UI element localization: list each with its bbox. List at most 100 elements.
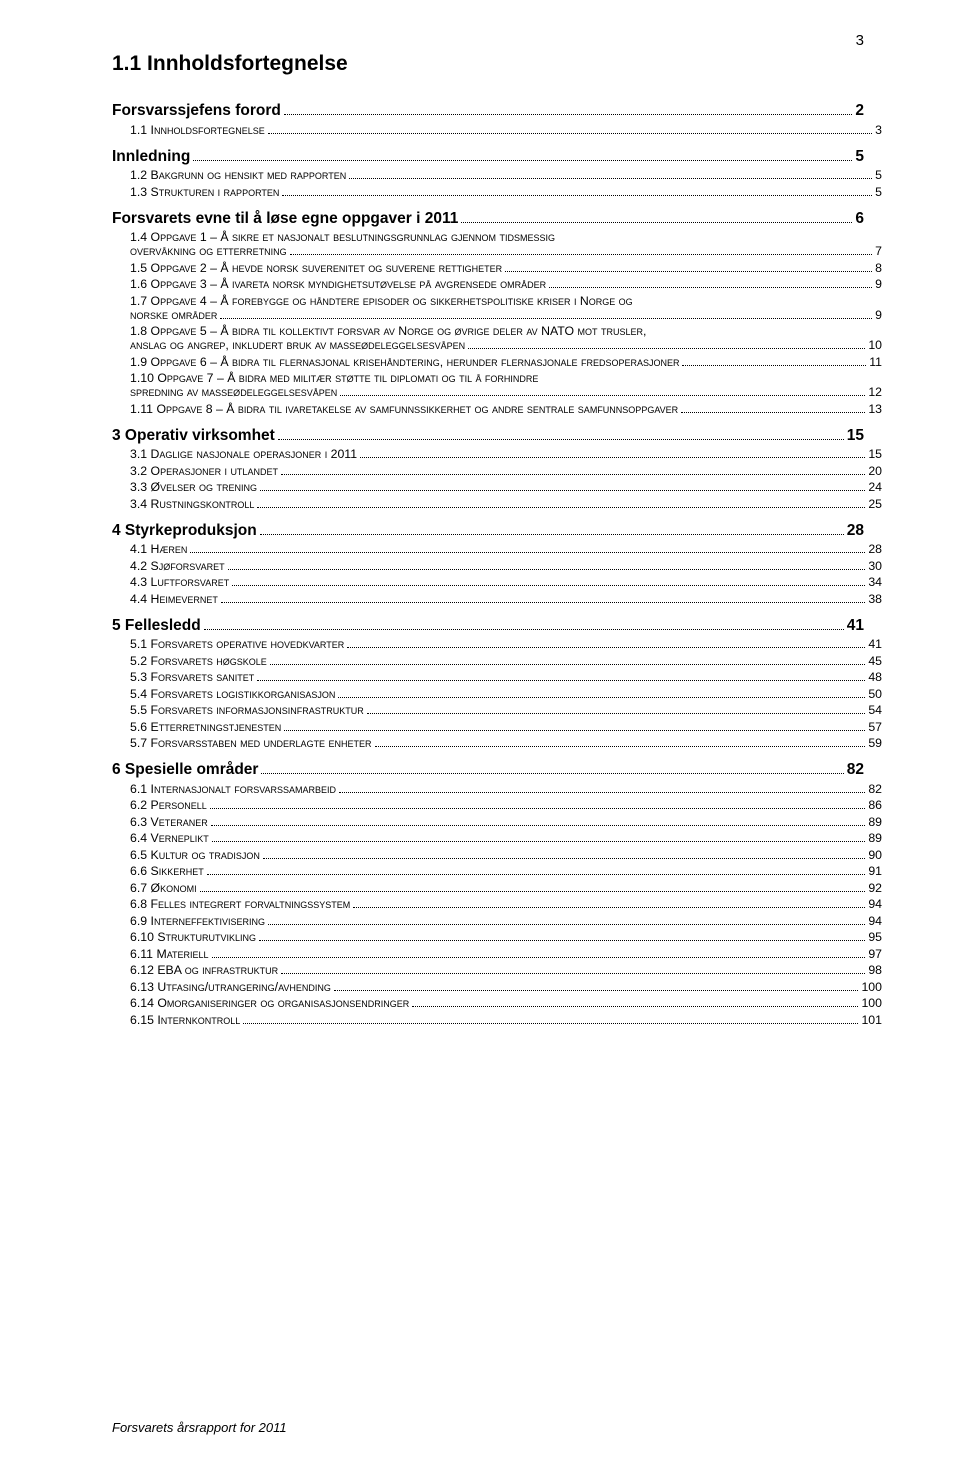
toc-page: 57 — [868, 720, 882, 734]
toc-label: 1.11 Oppgave 8 – Å bidra til ivaretakels… — [130, 402, 678, 416]
toc-page: 24 — [868, 480, 882, 494]
toc-page: 5 — [855, 148, 864, 166]
toc-leader — [257, 673, 865, 681]
toc-entry: 6.6 Sikkerhet91 — [112, 864, 882, 878]
toc-page: 2 — [855, 102, 864, 120]
toc-entry: 6.13 Utfasing/utrangering/avhending100 — [112, 980, 882, 994]
toc-label: 1.6 Oppgave 3 – Å ivareta norsk myndighe… — [130, 277, 546, 291]
toc-entry: 3.4 Rustningskontroll25 — [112, 497, 882, 511]
page-number: 3 — [856, 32, 864, 49]
toc-entry: 4.1 Hæren28 — [112, 542, 882, 556]
toc-page: 10 — [868, 338, 882, 352]
toc-page: 92 — [868, 881, 882, 895]
toc-page: 34 — [868, 575, 882, 589]
toc-entry: 5.3 Forsvarets sanitet48 — [112, 670, 882, 684]
toc-label: 6.15 Internkontroll — [130, 1013, 240, 1027]
toc-leader — [340, 388, 865, 396]
toc-label: 5.6 Etterretningstjenesten — [130, 720, 281, 734]
toc-section: Forsvarets evne til å løse egne oppgaver… — [112, 210, 864, 228]
toc-leader — [212, 949, 866, 957]
toc-page: 38 — [868, 592, 882, 606]
toc-leader — [232, 578, 865, 586]
toc-page: 101 — [861, 1013, 882, 1027]
toc-label: 3.3 Øvelser og trening — [130, 480, 257, 494]
toc-label-cont: spredning av masseødeleggelsesvåpen — [130, 385, 337, 399]
toc-section: 6 Spesielle områder82 — [112, 761, 864, 779]
toc-entry: 1.7 Oppgave 4 – Å forebygge og håndtere … — [112, 294, 882, 322]
toc-leader — [243, 1015, 858, 1023]
toc-label: Innledning — [112, 148, 190, 166]
toc-entry: 6.12 EBA og infrastruktur98 — [112, 963, 882, 977]
toc-leader — [353, 900, 865, 908]
toc-page: 41 — [847, 617, 864, 635]
toc-page: 50 — [868, 687, 882, 701]
toc-label: 4.2 Sjøforsvaret — [130, 559, 225, 573]
toc-page: 100 — [861, 980, 882, 994]
toc-leader — [278, 429, 844, 439]
toc-page: 6 — [855, 210, 864, 228]
toc-leader — [193, 150, 852, 160]
toc-leader — [281, 966, 865, 974]
toc-label: 6.9 Interneffektivisering — [130, 914, 265, 928]
toc-label: 6.14 Omorganiseringer og organisasjonsen… — [130, 996, 409, 1010]
toc-label: 5.2 Forsvarets høgskole — [130, 654, 267, 668]
toc-entry: 6.7 Økonomi92 — [112, 881, 882, 895]
toc-leader — [190, 545, 865, 553]
toc-leader — [260, 483, 865, 491]
toc-entry: 5.6 Etterretningstjenesten 57 — [112, 720, 882, 734]
toc-label: 3.1 Daglige nasjonale operasjoner i 2011 — [130, 447, 357, 461]
toc-leader — [228, 561, 866, 569]
toc-label: 6.11 Materiell — [130, 947, 209, 961]
toc-page: 86 — [868, 798, 882, 812]
toc-entry: 5.5 Forsvarets informasjonsinfrastruktur… — [112, 703, 882, 717]
toc-entry: 6.4 Verneplikt89 — [112, 831, 882, 845]
toc-entry: 1.3 Strukturen i rapporten5 — [112, 185, 882, 199]
toc-leader — [259, 933, 865, 941]
toc-label: 1.3 Strukturen i rapporten — [130, 185, 279, 199]
toc-entry: 1.4 Oppgave 1 – Å sikre et nasjonalt bes… — [112, 230, 882, 258]
toc-page: 3 — [875, 123, 882, 137]
toc-page: 94 — [868, 897, 882, 911]
toc-leader — [270, 656, 865, 664]
toc-label: 1.8 Oppgave 5 – Å bidra til kollektivt f… — [130, 324, 646, 338]
toc-page: 20 — [868, 464, 882, 478]
toc-label: 6 Spesielle områder — [112, 761, 258, 779]
toc-label: 3.2 Operasjoner i utlandet — [130, 464, 278, 478]
toc-label: Forsvarets evne til å løse egne oppgaver… — [112, 210, 458, 228]
toc-label: 6.2 Personell — [130, 798, 207, 812]
toc-entry: 5.2 Forsvarets høgskole45 — [112, 654, 882, 668]
toc-page: 94 — [868, 914, 882, 928]
toc-entry: 1.2 Bakgrunn og hensikt med rapporten5 — [112, 168, 882, 182]
toc-entry: 6.14 Omorganiseringer og organisasjonsen… — [112, 996, 882, 1010]
toc-section: Forsvarssjefens forord2 — [112, 102, 864, 120]
toc-page: 59 — [868, 736, 882, 750]
toc-leader — [360, 450, 865, 458]
toc-leader — [281, 466, 865, 474]
toc-leader — [211, 817, 866, 825]
toc-label: 4.1 Hæren — [130, 542, 187, 556]
toc-label: 4 Styrkeproduksjon — [112, 522, 257, 540]
toc-page: 12 — [868, 385, 882, 399]
toc-page: 100 — [861, 996, 882, 1010]
toc-leader — [412, 999, 858, 1007]
toc-page: 30 — [868, 559, 882, 573]
toc-entry: 3.2 Operasjoner i utlandet 20 — [112, 464, 882, 478]
toc-label: 5 Fellesledd — [112, 617, 201, 635]
toc-page: 15 — [847, 427, 864, 445]
toc-label: 5.1 Forsvarets operative hovedkvarter — [130, 637, 344, 651]
toc-page: 89 — [868, 815, 882, 829]
toc-page: 95 — [868, 930, 882, 944]
toc-leader — [682, 357, 866, 365]
toc-leader — [549, 280, 872, 288]
toc-label: 1.7 Oppgave 4 – Å forebygge og håndtere … — [130, 294, 633, 308]
toc-label: 6.5 Kultur og tradisjon — [130, 848, 260, 862]
toc-entry: 5.1 Forsvarets operative hovedkvarter41 — [112, 637, 882, 651]
toc-label: 6.8 Felles integrert forvaltningssystem — [130, 897, 350, 911]
toc-page: 13 — [868, 402, 882, 416]
toc-page: 98 — [868, 963, 882, 977]
toc-label: 6.10 Strukturutvikling — [130, 930, 256, 944]
toc-leader — [347, 640, 865, 648]
toc-entry: 1.9 Oppgave 6 – Å bidra til flernasjonal… — [112, 355, 882, 369]
toc-leader — [290, 247, 872, 255]
toc-leader — [212, 834, 866, 842]
